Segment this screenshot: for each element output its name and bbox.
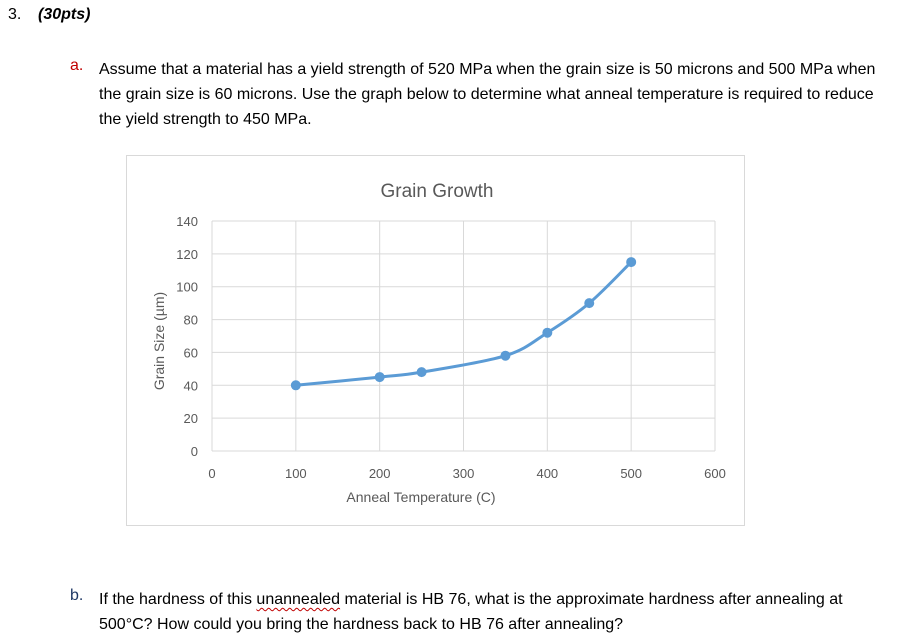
data-point [584, 298, 595, 309]
data-point [416, 367, 427, 378]
part-b-text-after: material is HB 76, what is the approxima… [99, 591, 843, 633]
y-tick-label: 20 [184, 411, 198, 426]
x-tick-label: 100 [285, 466, 307, 481]
tick-labels: 0 20 40 60 80 100 120 140 0 100 200 300 400 500 600 [176, 214, 726, 481]
part-b-label: b. [70, 587, 84, 604]
gridlines [211, 220, 716, 452]
grain-growth-chart: 0 20 40 60 80 100 120 140 0 100 200 300 400 500 600 Gr… [126, 155, 745, 526]
part-b-text: If the hardness of this unannealed mater… [99, 587, 894, 637]
part-a-text: Assume that a material has a yield stren… [99, 61, 876, 128]
x-tick-label: 200 [369, 466, 391, 481]
spellcheck-flagged-word: unannealed [256, 591, 341, 608]
y-tick-label: 60 [184, 345, 198, 360]
question-number: 3. [8, 6, 22, 23]
data-point [500, 350, 511, 361]
data-point [626, 257, 637, 268]
y-tick-label: 100 [176, 280, 198, 295]
x-tick-label: 0 [208, 466, 215, 481]
y-tick-label: 140 [176, 214, 198, 229]
x-tick-label: 300 [453, 466, 475, 481]
data-point [290, 380, 301, 391]
y-tick-label: 80 [184, 313, 198, 328]
y-axis-title: Grain Size (µm) [151, 292, 167, 390]
part-a-label: a. [70, 57, 84, 74]
y-tick-label: 0 [191, 444, 198, 459]
data-point [374, 372, 385, 383]
y-tick-label: 120 [176, 247, 198, 262]
chart-svg: 0 20 40 60 80 100 120 140 0 100 200 300 400 500 600 Gr… [151, 181, 726, 505]
data-point [542, 327, 553, 338]
question-points: (30pts) [38, 6, 91, 23]
series-layer [290, 257, 637, 391]
x-tick-label: 500 [620, 466, 642, 481]
y-tick-label: 40 [184, 378, 198, 393]
x-tick-label: 400 [536, 466, 558, 481]
x-tick-label: 600 [704, 466, 726, 481]
x-axis-title: Anneal Temperature (C) [346, 489, 495, 505]
part-b-text-before: If the hardness of this [99, 591, 257, 608]
chart-title: Grain Growth [381, 181, 494, 202]
